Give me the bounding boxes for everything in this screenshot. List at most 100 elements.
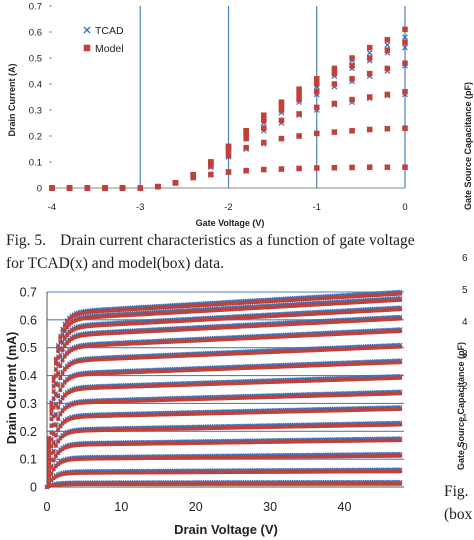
chart2-model-point [254, 455, 258, 459]
chart2-model-point [282, 409, 287, 414]
chart2-model-point [120, 470, 125, 475]
chart2-model-point [198, 455, 203, 460]
chart2-model-point [247, 351, 251, 355]
chart2-model-point [125, 330, 129, 335]
chart2-model-point [100, 456, 105, 461]
chart2-model-point [362, 300, 367, 304]
chart2-model-point [247, 381, 251, 385]
chart2-model-point [62, 367, 67, 372]
chart2-model-point [374, 345, 378, 350]
chart1-model-point [366, 55, 373, 61]
chart2-model-point [78, 359, 83, 363]
chart2-model-point [149, 398, 154, 403]
chart2-model-point [154, 329, 158, 333]
chart2-model-point [374, 438, 378, 443]
chart1-model-point [314, 89, 320, 95]
chart2-model-point [398, 482, 403, 486]
chart2-model-point [69, 389, 74, 394]
chart2-model-point [98, 428, 103, 433]
chart1-model-point [243, 167, 249, 174]
chart2-model-point [189, 339, 194, 343]
chart2-model-point [156, 320, 160, 325]
chart2-model-point [158, 355, 163, 359]
chart2-model-point [58, 482, 63, 487]
chart2-model-point [189, 455, 194, 460]
chart2-model-point [229, 411, 234, 415]
chart2-model-point [165, 412, 169, 417]
chart2-model-point [147, 341, 152, 345]
chart2-model-point [134, 313, 138, 317]
chart2-model-point [89, 315, 94, 320]
chart2-model-point [267, 323, 271, 328]
chart2-model-point [245, 440, 249, 445]
chart2-model-point [107, 357, 112, 361]
chart2-model-point [240, 315, 245, 320]
chart2-model-point [320, 439, 325, 444]
chart2-model-point [114, 482, 118, 486]
chart2-model-point [300, 439, 305, 444]
chart2-model-point [340, 310, 345, 315]
chart2-model-point [147, 384, 152, 388]
chart2-model-point [356, 300, 360, 305]
chart2-model-point [91, 372, 96, 376]
chart2-model-point [251, 470, 256, 474]
chart2-model-point [389, 454, 394, 458]
chart2-model-point [385, 469, 389, 474]
chart2-model-point [325, 454, 329, 459]
chart2-model-point [327, 408, 331, 413]
chart2-model-point [367, 361, 371, 366]
chart2-model-point [167, 340, 172, 344]
chart2-model-point [169, 354, 174, 359]
chart2-model-point [367, 299, 371, 304]
chart2-model-point [194, 412, 198, 416]
chart2-model-point [305, 470, 309, 474]
chart2-model-point [271, 380, 276, 384]
chart2-model-point [367, 330, 371, 335]
chart2-model-point [247, 336, 251, 341]
chart2-model-point [145, 384, 149, 389]
chart2-model-point [134, 413, 138, 418]
chart2-model-point [338, 454, 343, 459]
chart2-model-point [314, 333, 318, 337]
chart2-model-point [189, 318, 194, 323]
chart2-model-point [291, 322, 296, 326]
chart2-model-point [94, 323, 98, 328]
chart2-model-point [338, 469, 343, 474]
chart2-model-point [176, 456, 180, 460]
chart1-model-point [349, 63, 355, 69]
chart2-model-point [138, 470, 143, 475]
chart1-model-point [314, 76, 320, 82]
chart2-model-point [156, 456, 160, 460]
chart2-model-point [185, 470, 189, 475]
chart2-model-point [318, 409, 323, 413]
chart2-model-point [182, 412, 187, 416]
chart2-model-point [78, 317, 83, 321]
chart2-model-point [142, 427, 147, 432]
chart2-model-point [280, 322, 285, 327]
chart2-model-point [285, 394, 289, 399]
chart2-model-point [174, 328, 178, 332]
chart2-model-point [209, 411, 214, 416]
chart2-model-point [171, 441, 176, 446]
chart2-model-point [294, 364, 298, 369]
chart2-y-tick-label: 0.6 [20, 313, 37, 327]
chart2-model-point [300, 303, 305, 308]
chart2-model-point [62, 446, 67, 450]
chart2-model-point [94, 471, 98, 475]
chart2-model-point [178, 441, 183, 446]
chart2-model-point [231, 307, 236, 312]
chart2-model-point [176, 427, 180, 431]
chart2-model-point [182, 482, 187, 486]
chart2-model-point [118, 322, 123, 327]
chart2-model-point [174, 339, 178, 344]
chart2-model-point [311, 348, 316, 353]
chart2-model-point [109, 456, 114, 461]
chart2-model-point [125, 442, 129, 446]
chart2-model-point [262, 365, 267, 370]
chart2-model-point [291, 482, 296, 486]
chart2-model-point [189, 397, 194, 402]
chart2-model-point [200, 318, 205, 322]
chart2-model-point [51, 379, 56, 384]
chart2-model-point [385, 317, 389, 322]
chart2-model-point [98, 357, 103, 362]
